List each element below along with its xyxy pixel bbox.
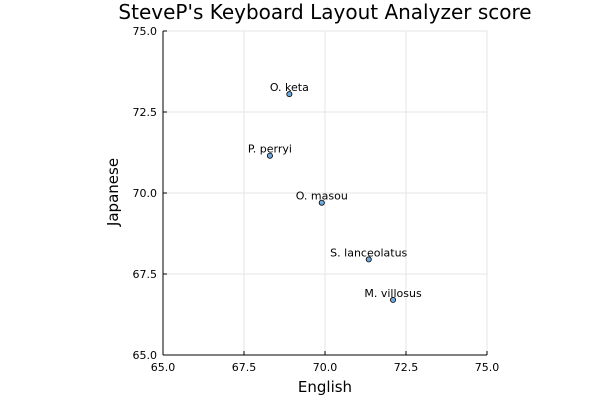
x-tick-label: 75.0 — [475, 361, 500, 374]
x-tick-label: 70.0 — [313, 361, 338, 374]
data-point — [318, 199, 325, 206]
x-tick-label: 65.0 — [151, 361, 176, 374]
data-point — [365, 256, 372, 263]
data-point — [266, 152, 273, 159]
ticks: 65.0 67.5 70.0 72.5 75.0 65.0 67.5 70.0 72.5 75.0 — [133, 25, 500, 374]
point-label: M. villosus — [364, 287, 422, 300]
x-tick-label: 72.5 — [394, 361, 419, 374]
x-axis-label: English — [298, 378, 352, 396]
point-label: O. masou — [296, 190, 348, 203]
x-tick-label: 67.5 — [232, 361, 257, 374]
data-point — [286, 91, 293, 98]
y-tick-label: 75.0 — [133, 25, 158, 38]
point-label: P. perryi — [248, 143, 292, 156]
y-tick-label: 72.5 — [133, 106, 158, 119]
point-label: S. lanceolatus — [330, 246, 407, 259]
data-points: O. keta P. perryi O. masou S. lanceolatus M.… — [248, 81, 422, 303]
y-tick-label: 65.0 — [133, 349, 158, 362]
y-axis-label: Japanese — [104, 158, 122, 227]
y-tick-label: 70.0 — [133, 187, 158, 200]
point-label: O. keta — [270, 81, 309, 94]
y-tick-label: 67.5 — [133, 268, 158, 281]
data-point — [390, 296, 397, 303]
chart-title: SteveP's Keyboard Layout Analyzer score — [118, 0, 531, 24]
